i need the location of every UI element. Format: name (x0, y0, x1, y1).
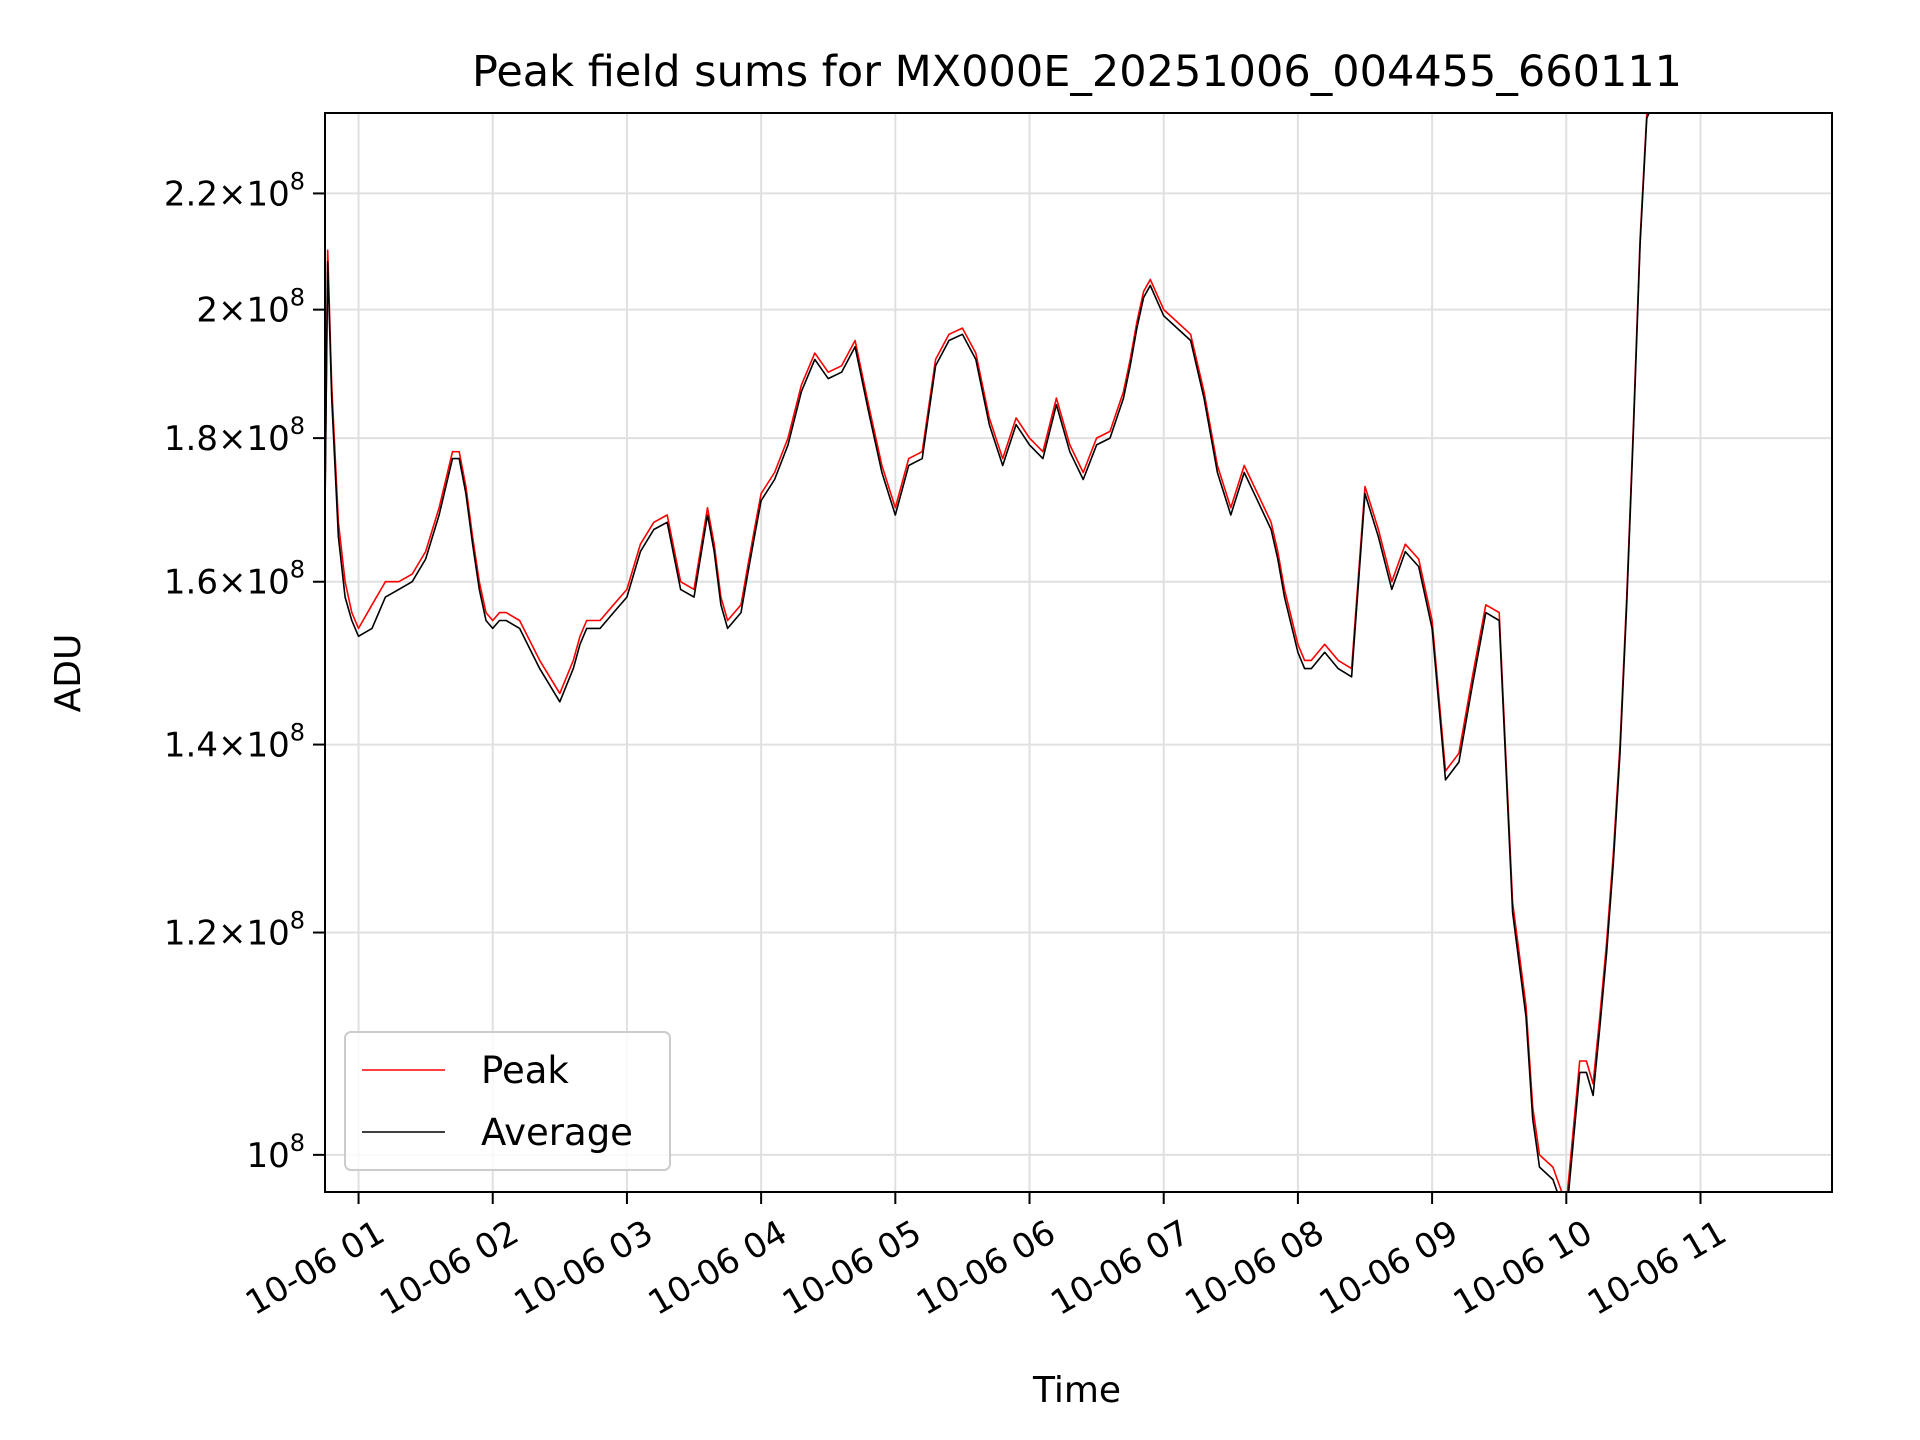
x-tick-label: 10-06 10 (1447, 1213, 1599, 1324)
y-tick-label: 1.4×108 (164, 719, 305, 766)
legend-label-average: Average (481, 1111, 633, 1154)
y-tick-label: 1.6×108 (164, 556, 305, 603)
y-tick-label: 1.8×108 (164, 412, 305, 459)
x-tick-label: 10-06 02 (373, 1213, 525, 1324)
legend-box (344, 1031, 671, 1171)
series-lines (325, 113, 1650, 1192)
x-tick-label: 10-06 11 (1581, 1213, 1733, 1324)
legend: Peak Average (344, 1031, 671, 1171)
x-tick-label: 10-06 03 (507, 1213, 659, 1324)
x-tick-label: 10-06 01 (239, 1213, 391, 1324)
x-tick-label: 10-06 07 (1044, 1213, 1196, 1324)
y-tick-label: 108 (246, 1129, 305, 1176)
x-axis-title: Time (1032, 1370, 1121, 1411)
y-axis-ticks: 108 1.2×108 1.4×108 1.6×108 1.8×108 2×108 2.2×… (164, 167, 325, 1176)
x-tick-label: 10-06 05 (776, 1213, 928, 1324)
x-tick-label: 10-06 06 (910, 1213, 1062, 1324)
y-tick-label: 2×108 (196, 284, 305, 331)
chart-title: Peak field sums for MX000E_20251006_0044… (472, 47, 1682, 97)
y-tick-label: 1.2×108 (164, 907, 305, 954)
y-tick-label: 2.2×108 (164, 167, 305, 214)
x-tick-label: 10-06 04 (642, 1213, 794, 1324)
legend-label-peak: Peak (481, 1049, 569, 1092)
x-tick-label: 10-06 09 (1313, 1213, 1465, 1324)
series-line-average (325, 113, 1650, 1192)
y-axis-title: ADU (48, 634, 89, 713)
plot-area-frame (324, 112, 1833, 1193)
x-tick-label: 10-06 08 (1178, 1213, 1330, 1324)
grid-lines (325, 113, 1832, 1192)
